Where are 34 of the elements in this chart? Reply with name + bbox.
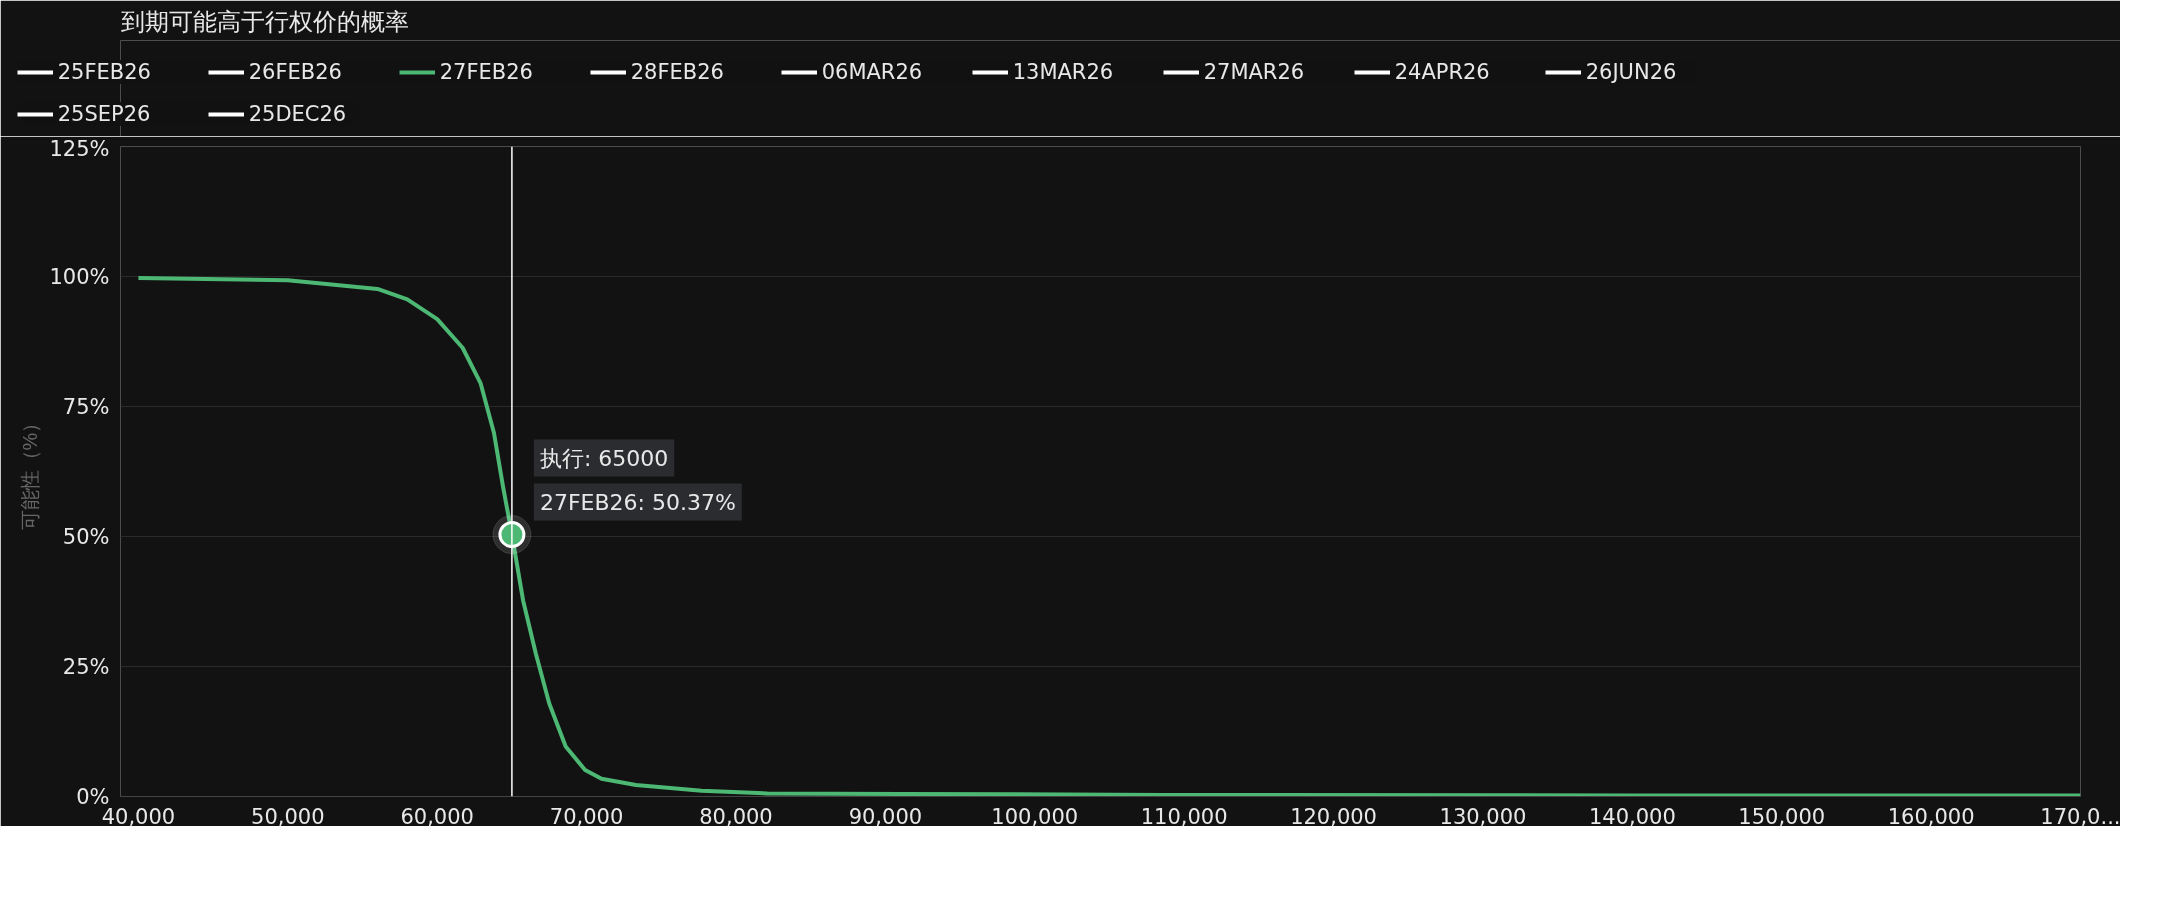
annotation: 执行: 65000 — [539, 445, 669, 471]
legend-label: 27MAR26 — [1203, 60, 1306, 84]
x-tick-label: 90,000 — [848, 804, 923, 829]
x-tick-label: 170,0... — [2040, 804, 2121, 829]
y-tick-label: 50% — [62, 524, 110, 549]
y-tick-label: 25% — [62, 654, 110, 679]
x-tick-label: 120,000 — [1290, 804, 1377, 829]
legend-label: 27FEB26 — [439, 60, 534, 84]
x-tick-label: 160,000 — [1887, 804, 1975, 829]
y-tick-label: 125% — [49, 136, 110, 161]
x-tick-label: 110,000 — [1140, 804, 1228, 829]
x-tick-label: 100,000 — [991, 804, 1079, 829]
line-series — [136, 276, 2081, 797]
x-tick-label: 140,000 — [1588, 804, 1676, 829]
legend-label: 13MAR26 — [1012, 60, 1115, 84]
y-axis-title: 可能性（%） — [19, 412, 42, 531]
x-tick-label: 130,000 — [1439, 804, 1527, 829]
x-tick-label: 60,000 — [400, 804, 474, 829]
legend-label: 25FEB26 — [57, 60, 152, 84]
legend-label: 24APR26 — [1394, 60, 1491, 84]
legend-label: 06MAR26 — [821, 60, 924, 84]
y-tick-label: 75% — [62, 394, 110, 419]
legend-label: 26JUN26 — [1585, 60, 1678, 84]
chart-title: 到期可能高于行权价的概率 — [120, 7, 409, 36]
legend-label: 26FEB26 — [248, 60, 343, 84]
x-tick-label: 150,000 — [1738, 804, 1826, 829]
y-tick-label: 100% — [49, 264, 110, 289]
x-tick-label: 80,000 — [699, 804, 773, 829]
x-tick-label: 70,000 — [549, 804, 624, 829]
x-tick-label: 50,000 — [251, 804, 325, 829]
legend-label: 28FEB26 — [630, 60, 725, 84]
annotation: 27FEB26: 50.37% — [539, 489, 736, 515]
legend-label: 25DEC26 — [248, 102, 348, 126]
legend-label: 25SEP26 — [57, 102, 152, 126]
